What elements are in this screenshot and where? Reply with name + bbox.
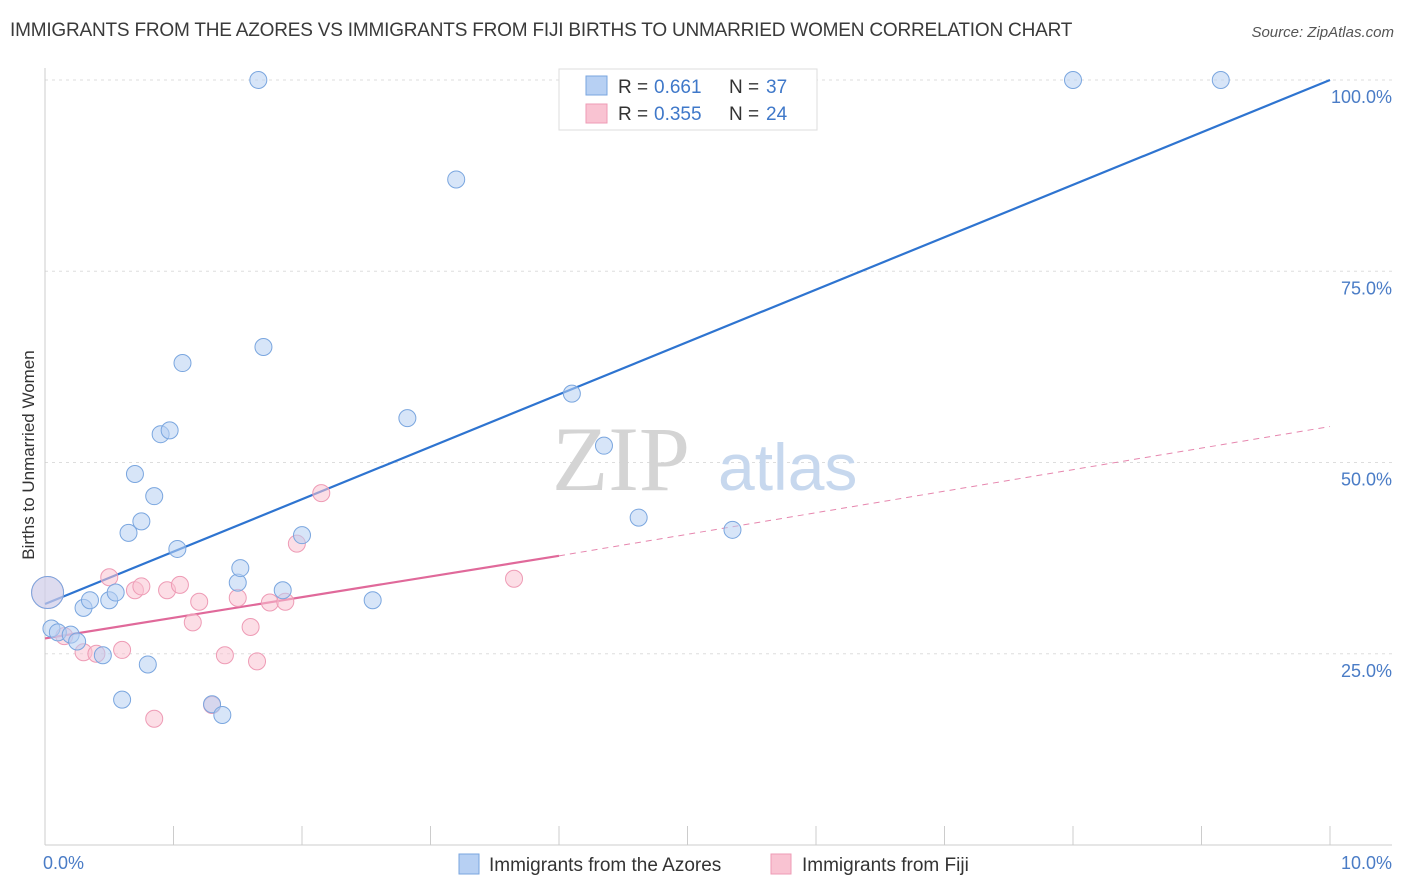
data-point-azores	[293, 526, 311, 545]
data-point-azores	[363, 591, 382, 610]
legend-n-value-azores: 37	[766, 77, 787, 98]
legend-r-label-fiji: R =	[618, 104, 648, 125]
data-point-azores	[31, 576, 65, 610]
trend-line-fiji-extension	[558, 426, 1331, 557]
data-point-azores	[629, 508, 648, 527]
stats-legend: R = 0.661 N = 37 R = 0.355 N = 24	[558, 68, 818, 131]
data-point-azores	[168, 539, 187, 558]
data-point-azores	[160, 421, 179, 440]
trend-layer	[44, 78, 1331, 640]
source-credit: Source: ZipAtlas.com	[1251, 24, 1394, 41]
data-point-fiji	[132, 577, 151, 596]
bottom-legend-swatch-azores	[458, 853, 480, 875]
data-point-fiji	[312, 484, 331, 503]
data-point-azores	[106, 583, 125, 602]
grid-layer	[45, 79, 1392, 655]
data-point-fiji	[170, 575, 189, 594]
series-legend: Immigrants from the Azores Immigrants fr…	[458, 853, 969, 876]
bottom-legend-swatch-fiji	[770, 853, 792, 875]
trend-line-fiji	[44, 554, 560, 640]
data-point-fiji	[505, 569, 524, 588]
bottom-legend-label-azores: Immigrants from the Azores	[489, 855, 721, 876]
data-point-azores	[113, 690, 132, 709]
bottom-legend-label-fiji: Immigrants from Fiji	[802, 855, 969, 876]
data-point-azores	[213, 705, 232, 724]
legend-r-value-azores: 0.661	[654, 77, 702, 98]
legend-swatch-azores	[585, 75, 608, 96]
y-tick-label: 75.0%	[1341, 278, 1392, 298]
data-point-azores	[273, 581, 292, 600]
data-point-azores	[125, 464, 144, 483]
data-point-azores	[132, 512, 151, 531]
data-point-fiji	[215, 646, 234, 665]
data-point-azores	[145, 487, 164, 506]
data-point-fiji	[183, 613, 202, 632]
trend-line-azores	[44, 78, 1331, 606]
y-tick-labels: 25.0% 50.0% 75.0% 100.0%	[1331, 87, 1392, 681]
data-point-azores	[447, 170, 466, 189]
data-point-fiji	[145, 709, 164, 728]
legend-r-value-fiji: 0.355	[654, 104, 702, 125]
data-point-azores	[138, 655, 157, 674]
legend-n-label-fiji: N =	[729, 104, 759, 125]
legend-n-value-fiji: 24	[766, 104, 788, 125]
y-tick-label: 100.0%	[1331, 87, 1392, 107]
data-point-azores	[249, 71, 268, 89]
data-point-fiji	[228, 588, 247, 607]
data-point-azores	[594, 436, 613, 455]
chart-title: IMMIGRANTS FROM THE AZORES VS IMMIGRANTS…	[10, 20, 1073, 41]
data-point-azores	[723, 520, 742, 539]
data-point-azores	[80, 591, 99, 610]
data-point-azores	[562, 384, 581, 403]
data-point-azores	[1211, 71, 1230, 89]
data-point-azores	[231, 559, 250, 578]
data-point-fiji	[100, 568, 119, 587]
x-tick-labels: 0.0% 10.0%	[43, 853, 1392, 873]
y-axis-label: Births to Unmarried Women	[19, 350, 38, 559]
data-point-fiji	[248, 652, 267, 671]
data-point-fiji	[190, 592, 209, 611]
data-point-azores	[119, 523, 138, 542]
watermark: ZIP atlas	[552, 408, 857, 510]
x-tick-label: 0.0%	[43, 853, 84, 873]
watermark-atlas: atlas	[718, 430, 857, 504]
legend-r-label-azores: R =	[618, 77, 648, 98]
data-point-azores	[1064, 71, 1082, 89]
data-point-azores	[254, 337, 273, 356]
data-point-fiji	[113, 640, 132, 659]
data-point-azores	[93, 646, 112, 665]
data-point-fiji	[241, 617, 260, 636]
legend-swatch-fiji	[585, 103, 608, 124]
legend-n-label-azores: N =	[729, 77, 759, 98]
y-tick-label: 50.0%	[1341, 470, 1392, 490]
data-point-azores	[173, 354, 192, 373]
data-point-fiji	[260, 593, 279, 612]
points-layer	[31, 71, 1230, 728]
axes-layer	[44, 68, 1392, 846]
y-tick-label: 25.0%	[1341, 661, 1392, 681]
x-tick-label: 10.0%	[1341, 853, 1392, 873]
data-point-azores	[68, 632, 87, 651]
watermark-zip: ZIP	[552, 408, 690, 510]
data-point-azores	[398, 409, 417, 428]
